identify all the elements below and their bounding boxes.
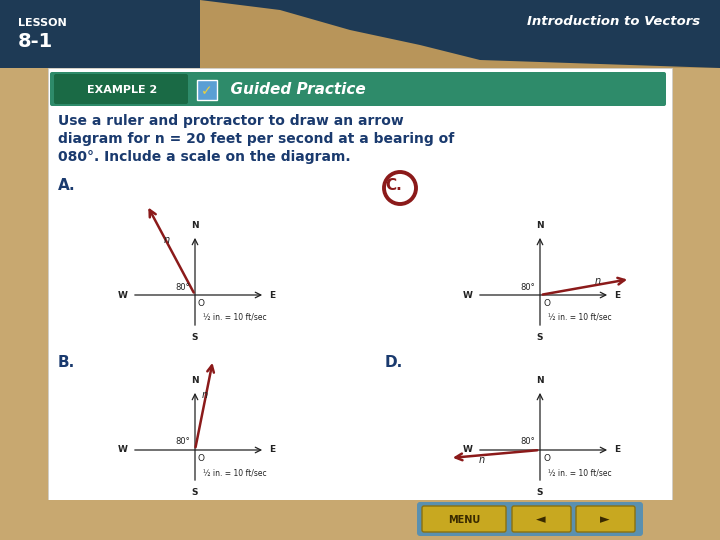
- Text: S: S: [536, 333, 544, 342]
- Text: O: O: [198, 299, 205, 308]
- Text: N: N: [192, 376, 199, 385]
- FancyBboxPatch shape: [512, 506, 571, 532]
- Text: O: O: [543, 299, 550, 308]
- Text: 8-1: 8-1: [18, 32, 53, 51]
- Text: O: O: [198, 454, 205, 463]
- Text: 80°: 80°: [176, 282, 190, 292]
- Text: ◄: ◄: [536, 514, 546, 526]
- Text: EXAMPLE 2: EXAMPLE 2: [87, 85, 157, 95]
- FancyBboxPatch shape: [54, 74, 188, 104]
- Text: Introduction to Vectors: Introduction to Vectors: [527, 15, 700, 28]
- Text: W: W: [118, 446, 128, 455]
- Text: ►: ►: [600, 514, 610, 526]
- Bar: [197, 80, 217, 100]
- Text: N: N: [192, 221, 199, 230]
- Text: S: S: [536, 488, 544, 497]
- Text: MENU: MENU: [448, 515, 480, 525]
- Text: E: E: [614, 446, 620, 455]
- Text: E: E: [269, 446, 275, 455]
- Text: 80°: 80°: [521, 437, 536, 447]
- Text: W: W: [118, 291, 128, 300]
- FancyBboxPatch shape: [417, 502, 643, 536]
- Text: W: W: [463, 291, 473, 300]
- Text: n: n: [479, 455, 485, 465]
- Text: E: E: [269, 291, 275, 300]
- Text: Guided Practice: Guided Practice: [220, 83, 366, 98]
- Text: Use a ruler and protractor to draw an arrow: Use a ruler and protractor to draw an ar…: [58, 114, 404, 128]
- Text: O: O: [543, 454, 550, 463]
- Text: B.: B.: [58, 355, 76, 370]
- Text: ½ in. = 10 ft/sec: ½ in. = 10 ft/sec: [548, 313, 611, 322]
- Polygon shape: [200, 0, 720, 68]
- Text: 080°. Include a scale on the diagram.: 080°. Include a scale on the diagram.: [58, 150, 351, 164]
- Text: C.: C.: [385, 178, 402, 193]
- Text: W: W: [463, 446, 473, 455]
- FancyBboxPatch shape: [422, 506, 506, 532]
- Bar: [48, 68, 672, 500]
- Bar: [200, 0, 720, 68]
- Text: N: N: [536, 221, 544, 230]
- Text: ✓: ✓: [201, 84, 213, 98]
- Text: n: n: [595, 276, 601, 286]
- FancyBboxPatch shape: [50, 72, 666, 106]
- Text: n: n: [164, 235, 170, 245]
- Text: N: N: [536, 376, 544, 385]
- Text: S: S: [192, 488, 198, 497]
- Text: A.: A.: [58, 178, 76, 193]
- Text: D.: D.: [385, 355, 403, 370]
- Text: E: E: [614, 291, 620, 300]
- FancyBboxPatch shape: [576, 506, 635, 532]
- Bar: [0, 500, 720, 540]
- Text: LESSON: LESSON: [18, 18, 67, 28]
- Text: ½ in. = 10 ft/sec: ½ in. = 10 ft/sec: [203, 468, 266, 477]
- Bar: [0, 0, 720, 68]
- Text: n: n: [202, 390, 208, 400]
- Text: diagram for n = 20 feet per second at a bearing of: diagram for n = 20 feet per second at a …: [58, 132, 454, 146]
- Text: S: S: [192, 333, 198, 342]
- Text: 80°: 80°: [521, 282, 536, 292]
- Text: ½ in. = 10 ft/sec: ½ in. = 10 ft/sec: [203, 313, 266, 322]
- Bar: [0, 0, 200, 68]
- Text: ½ in. = 10 ft/sec: ½ in. = 10 ft/sec: [548, 468, 611, 477]
- Text: 80°: 80°: [176, 437, 190, 447]
